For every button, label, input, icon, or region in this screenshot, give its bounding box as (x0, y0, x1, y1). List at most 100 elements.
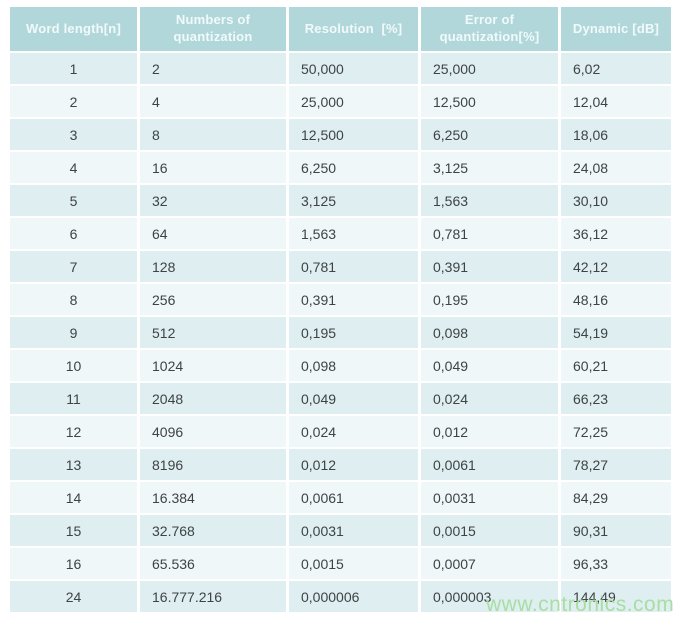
table-cell: 7 (10, 251, 137, 282)
column-header: Dynamic [dB] (561, 7, 671, 51)
table-cell: 10 (10, 350, 137, 381)
table-cell: 0,012 (289, 449, 418, 480)
table-row: 3 8 12,500 6,250 18,06 (10, 119, 671, 150)
table-cell: 6 (10, 218, 137, 249)
table-cell: 0,391 (421, 251, 558, 282)
table-cell: 0,0007 (421, 548, 558, 579)
table-cell: 3 (10, 119, 137, 150)
table-cell: 16.384 (140, 482, 286, 513)
table-cell: 9 (10, 317, 137, 348)
table-cell: 4 (10, 152, 137, 183)
table-cell: 12,500 (289, 119, 418, 150)
table-cell: 0,000003 (421, 581, 558, 612)
table-cell: 512 (140, 317, 286, 348)
table-cell: 0,0061 (421, 449, 558, 480)
table-row: 11 2048 0,049 0,024 66,23 (10, 383, 671, 414)
table-row: 24 16.777.216 0,000006 0,000003 144,49 (10, 581, 671, 612)
table-row: 8 256 0,391 0,195 48,16 (10, 284, 671, 315)
table-cell: 16.777.216 (140, 581, 286, 612)
table-cell: 15 (10, 515, 137, 546)
table-cell: 12,04 (561, 86, 671, 117)
table-row: 16 65.536 0,0015 0,0007 96,33 (10, 548, 671, 579)
table-row: 14 16.384 0,0061 0,0031 84,29 (10, 482, 671, 513)
table-cell: 50,000 (289, 53, 418, 84)
column-header: Word length[n] (10, 7, 137, 51)
table-cell: 8196 (140, 449, 286, 480)
table-cell: 4096 (140, 416, 286, 447)
table-cell: 14 (10, 482, 137, 513)
table-cell: 6,02 (561, 53, 671, 84)
table-cell: 0,781 (421, 218, 558, 249)
table-cell: 0,024 (421, 383, 558, 414)
table-cell: 8 (10, 284, 137, 315)
table-cell: 16 (140, 152, 286, 183)
table-cell: 0,195 (421, 284, 558, 315)
table-row: 10 1024 0,098 0,049 60,21 (10, 350, 671, 381)
table-cell: 30,10 (561, 185, 671, 216)
column-header: Error of quantization[%] (421, 7, 558, 51)
table-cell: 11 (10, 383, 137, 414)
table-cell: 25,000 (421, 53, 558, 84)
table-row: 13 8196 0,012 0,0061 78,27 (10, 449, 671, 480)
table-cell: 1024 (140, 350, 286, 381)
table-row: 7 128 0,781 0,391 42,12 (10, 251, 671, 282)
table-cell: 65.536 (140, 548, 286, 579)
table-cell: 3,125 (421, 152, 558, 183)
table-row: 1 2 50,000 25,000 6,02 (10, 53, 671, 84)
column-header: Numbers of quantization (140, 7, 286, 51)
table-cell: 24,08 (561, 152, 671, 183)
table-cell: 78,27 (561, 449, 671, 480)
table-cell: 0,0015 (421, 515, 558, 546)
table-cell: 84,29 (561, 482, 671, 513)
table-cell: 144,49 (561, 581, 671, 612)
table-cell: 60,21 (561, 350, 671, 381)
table-cell: 0,391 (289, 284, 418, 315)
quantization-table: Word length[n] Numbers of quantization Res… (7, 5, 674, 614)
table-cell: 1 (10, 53, 137, 84)
table-row: 5 32 3,125 1,563 30,10 (10, 185, 671, 216)
table-cell: 0,024 (289, 416, 418, 447)
table-cell: 1,563 (421, 185, 558, 216)
table-header: Word length[n] Numbers of quantization Res… (10, 7, 671, 51)
table-cell: 24 (10, 581, 137, 612)
table-cell: 0,098 (421, 317, 558, 348)
table-row: 9 512 0,195 0,098 54,19 (10, 317, 671, 348)
table-cell: 90,31 (561, 515, 671, 546)
table-cell: 72,25 (561, 416, 671, 447)
table-cell: 0,098 (289, 350, 418, 381)
table-row: 4 16 6,250 3,125 24,08 (10, 152, 671, 183)
table-cell: 13 (10, 449, 137, 480)
table-cell: 25,000 (289, 86, 418, 117)
table-cell: 2 (140, 53, 286, 84)
table-cell: 0,012 (421, 416, 558, 447)
table-cell: 96,33 (561, 548, 671, 579)
table-body: 1 2 50,000 25,000 6,02 2 4 25,000 12,500 12,04 3 8 1… (10, 53, 671, 612)
table-cell: 2 (10, 86, 137, 117)
table-cell: 54,19 (561, 317, 671, 348)
header-row: Word length[n] Numbers of quantization Res… (10, 7, 671, 51)
table-cell: 0,0031 (289, 515, 418, 546)
table-row: 6 64 1,563 0,781 36,12 (10, 218, 671, 249)
table-cell: 42,12 (561, 251, 671, 282)
table-cell: 32.768 (140, 515, 286, 546)
column-header: Resolution [%] (289, 7, 418, 51)
table-cell: 4 (140, 86, 286, 117)
table-cell: 2048 (140, 383, 286, 414)
table-row: 2 4 25,000 12,500 12,04 (10, 86, 671, 117)
table-cell: 6,250 (289, 152, 418, 183)
table-cell: 0,0061 (289, 482, 418, 513)
table-cell: 18,06 (561, 119, 671, 150)
table-cell: 16 (10, 548, 137, 579)
watermark-text: www.cntronics.com (486, 593, 675, 616)
table-cell: 12 (10, 416, 137, 447)
table-cell: 0,0031 (421, 482, 558, 513)
table-cell: 0,781 (289, 251, 418, 282)
table-cell: 256 (140, 284, 286, 315)
table-cell: 32 (140, 185, 286, 216)
table-cell: 8 (140, 119, 286, 150)
table-cell: 3,125 (289, 185, 418, 216)
table-cell: 6,250 (421, 119, 558, 150)
table-cell: 0,049 (289, 383, 418, 414)
table-cell: 36,12 (561, 218, 671, 249)
table-cell: 0,0015 (289, 548, 418, 579)
